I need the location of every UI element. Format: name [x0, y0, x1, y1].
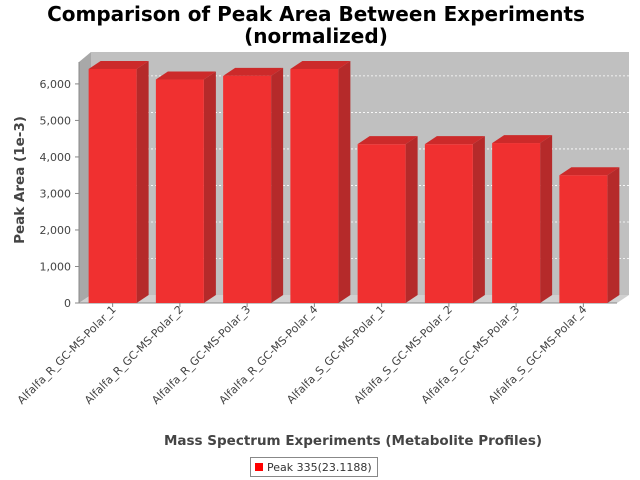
bar-top [424, 136, 485, 145]
bar-front [492, 143, 541, 303]
bar-front [290, 68, 339, 303]
bar [223, 67, 284, 303]
bar-front [155, 79, 204, 303]
x-axis-title: Mass Spectrum Experiments (Metabolite Pr… [164, 433, 542, 449]
bar-front [88, 68, 137, 303]
y-tick-label: 3,000 [40, 187, 72, 200]
bar-top [357, 136, 418, 145]
plot-side-wall [79, 52, 91, 303]
bar [424, 136, 485, 303]
bar-side [338, 60, 351, 303]
chart-title-line-1: Comparison of Peak Area Between Experime… [47, 2, 585, 26]
bars [88, 60, 620, 303]
bar-front [223, 75, 272, 303]
bar [492, 135, 553, 303]
chart-title-line-2: (normalized) [244, 24, 388, 48]
legend-label: Peak 335(23.1188) [267, 460, 372, 474]
y-tick-label: 2,000 [40, 224, 72, 237]
bar-front [424, 144, 473, 303]
bar-side [540, 135, 553, 303]
legend-swatch [255, 463, 263, 471]
bar-side [136, 60, 149, 303]
bar [290, 60, 351, 303]
y-axis-title: Peak Area (1e-3) [12, 116, 28, 244]
bar [357, 136, 418, 303]
x-axis-ticks: Alfalfa_R_GC-MS-Polar_1Alfalfa_R_GC-MS-P… [15, 303, 590, 407]
bar [155, 71, 216, 303]
bar-front [357, 144, 406, 303]
bar-top [559, 167, 620, 176]
y-tick-label: 1,000 [40, 260, 72, 273]
bar-top [290, 60, 351, 69]
plot-floor [79, 295, 629, 303]
bar [88, 60, 149, 303]
bar-top [492, 135, 553, 144]
bar-side [405, 136, 418, 303]
bar-front [559, 175, 608, 303]
bar-top [223, 67, 284, 76]
y-tick-label: 4,000 [40, 151, 72, 164]
y-axis-ticks: 0 1,000 2,000 3,000 4,000 5,000 6,000 [40, 78, 79, 310]
bar-top [88, 60, 149, 69]
legend: Peak 335(23.1188) [250, 457, 378, 477]
y-tick-label: 0 [64, 297, 71, 310]
bar-top [155, 71, 216, 80]
bar-side [607, 167, 620, 303]
y-tick-label: 6,000 [40, 78, 72, 91]
bar [559, 167, 620, 303]
bar-side [203, 71, 216, 303]
bar-side [271, 67, 284, 303]
y-tick-label: 5,000 [40, 114, 72, 127]
bar-side [472, 136, 485, 303]
